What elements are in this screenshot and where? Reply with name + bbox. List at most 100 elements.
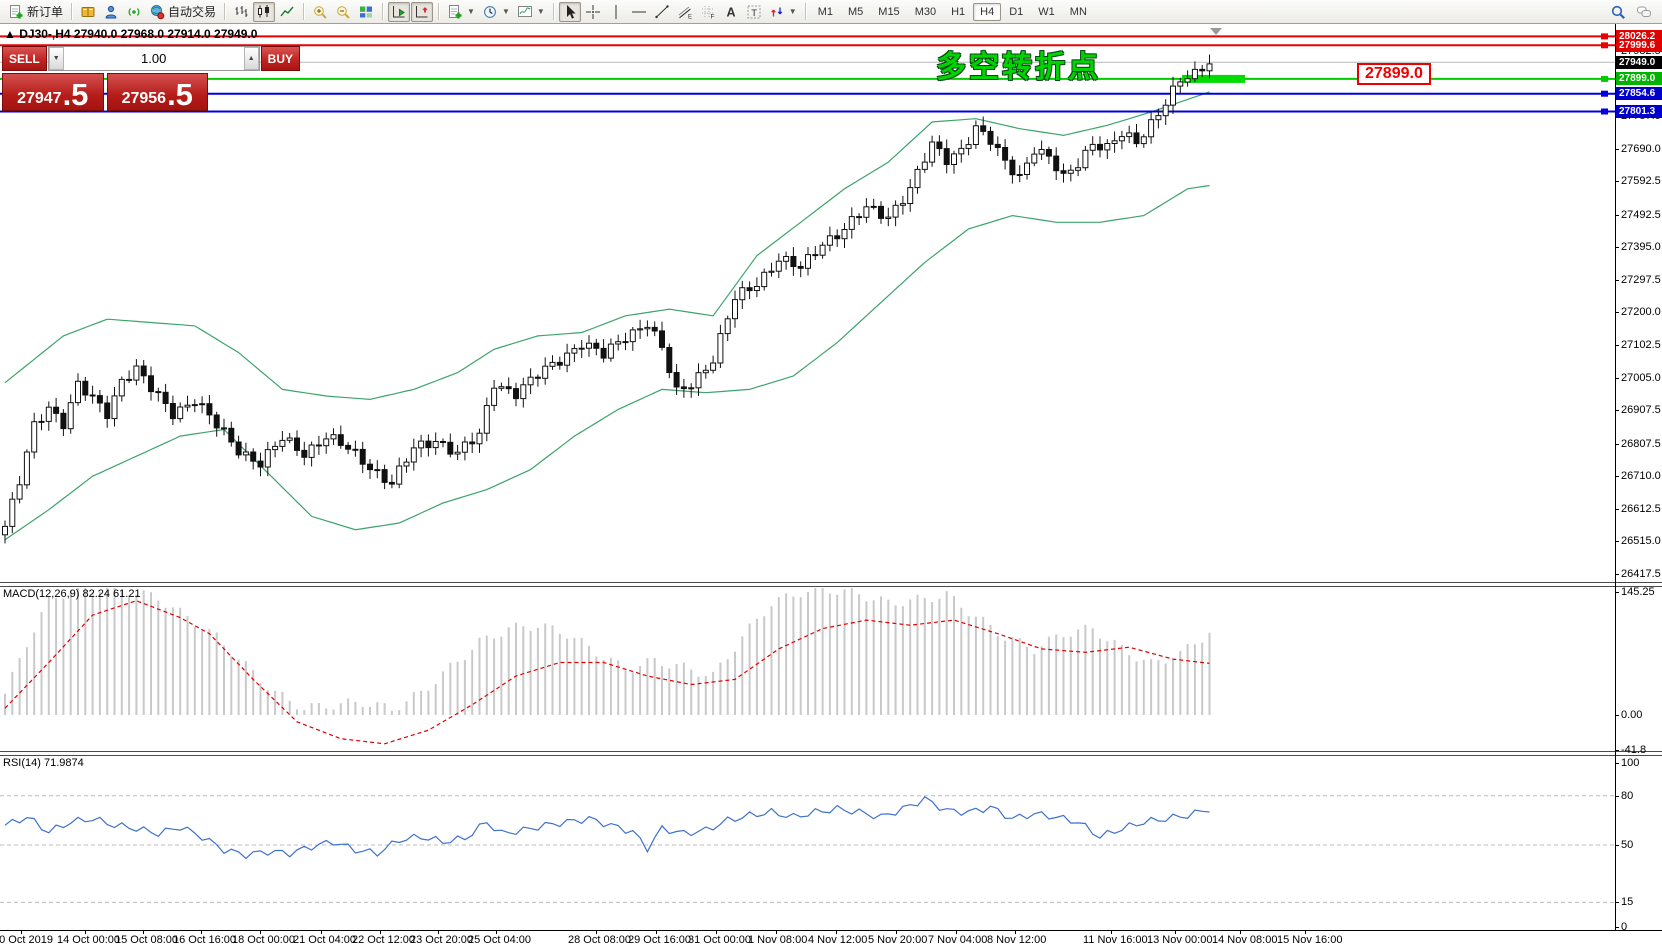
channel-button[interactable]: E	[674, 2, 696, 22]
cursor-button[interactable]	[558, 1, 581, 22]
chart-shift-marker-icon[interactable]	[1210, 28, 1222, 35]
timeframe-m15[interactable]: M15	[871, 3, 906, 21]
vline-button[interactable]	[605, 2, 627, 22]
axis-tick	[1615, 509, 1619, 510]
periods-button[interactable]: ▼	[479, 2, 513, 22]
time-tick-label: 10 Oct 2019	[0, 934, 53, 946]
auto-scroll-button[interactable]	[388, 1, 411, 22]
time-tick-label: 16 Oct 16:00	[173, 934, 236, 946]
axis-tick	[1615, 574, 1619, 575]
timeframe-h1[interactable]: H1	[944, 3, 972, 21]
price-tick-label: 26515.0	[1621, 535, 1661, 547]
time-tick-label: 22 Oct 12:00	[352, 934, 415, 946]
search-button[interactable]	[1607, 2, 1629, 22]
time-tick-label: 29 Oct 16:00	[628, 934, 691, 946]
hline-handle[interactable]	[1601, 90, 1608, 97]
rsi-panel-canvas[interactable]	[0, 755, 1615, 930]
main-chart-canvas[interactable]	[0, 24, 1615, 582]
axis-tick	[1615, 763, 1619, 764]
text-button[interactable]: A	[720, 2, 742, 22]
person-icon	[105, 5, 117, 18]
axis-tick	[1615, 410, 1619, 411]
timeframe-m1[interactable]: M1	[811, 3, 840, 21]
dropdown-arrow-icon: ▼	[788, 7, 797, 16]
hline-button[interactable]	[628, 2, 650, 22]
price-annotation-box[interactable]: 27899.0	[1357, 63, 1431, 85]
hline-handle[interactable]	[1601, 75, 1608, 82]
sell-price-fraction: .5	[62, 77, 89, 113]
timeframe-w1[interactable]: W1	[1031, 3, 1062, 21]
auto-scroll-icon	[393, 5, 405, 17]
axis-tick	[1615, 181, 1619, 182]
volume-decrease-button[interactable]: ▼	[48, 47, 64, 70]
timeframe-m5[interactable]: M5	[841, 3, 870, 21]
profiles-button[interactable]	[100, 2, 122, 22]
one-click-trade-panel: SELL ▼ ▲ BUY 27947 .5 27956 .5	[2, 46, 301, 111]
chart-shift-button[interactable]	[411, 1, 434, 22]
time-tick-label: 1 Nov 08:00	[748, 934, 808, 946]
green-zone-object[interactable]	[1182, 74, 1245, 83]
time-tick	[85, 931, 86, 934]
rsi-tick-label: 100	[1621, 757, 1640, 769]
candle-chart-button[interactable]	[253, 1, 276, 22]
time-tick-label: 31 Oct 00:00	[688, 934, 751, 946]
sell-price-display[interactable]: 27947 .5	[2, 73, 104, 111]
trade-panel-prices: 27947 .5 27956 .5	[2, 73, 208, 111]
toolbar-separator	[382, 3, 384, 20]
sell-button[interactable]: SELL	[2, 46, 47, 71]
volume-increase-button[interactable]: ▲	[243, 47, 259, 70]
fibonacci-button[interactable]: F	[697, 2, 719, 22]
time-tick	[1240, 931, 1241, 934]
timeframe-d1[interactable]: D1	[1002, 3, 1030, 21]
new-order-button-label: 新订单	[27, 5, 64, 19]
axis-tick	[1615, 312, 1619, 313]
line-chart-button[interactable]	[276, 2, 298, 22]
crosshair-button[interactable]	[582, 2, 604, 22]
svg-text:A: A	[726, 5, 735, 19]
upper-band-line	[4, 91, 1210, 401]
axis-tick	[1615, 247, 1619, 248]
hline-handle[interactable]	[1601, 33, 1608, 40]
macd-panel-canvas[interactable]	[0, 586, 1615, 750]
tile-windows-button[interactable]	[355, 2, 377, 22]
new-order-button[interactable]: 新订单	[5, 2, 66, 22]
zoom-out-button[interactable]	[332, 2, 354, 22]
timeframe-m30[interactable]: M30	[908, 3, 943, 21]
timeframe-mn[interactable]: MN	[1063, 3, 1094, 21]
timeframe-h4[interactable]: H4	[973, 2, 1002, 21]
autotrading-button-label: 自动交易	[168, 5, 217, 19]
templates-button[interactable]: ▼	[514, 2, 548, 22]
volume-input[interactable]	[63, 47, 244, 70]
macd-tick-label: 0.00	[1621, 709, 1643, 721]
hline-handle[interactable]	[1601, 108, 1608, 115]
chart-annotation-text[interactable]: 多空转折点	[936, 51, 1101, 84]
axis-tick	[1615, 715, 1619, 716]
toolbar-group: 新订单	[3, 2, 68, 22]
signals-button[interactable]	[123, 2, 145, 22]
toolbar-separator	[71, 3, 73, 20]
panel-separator[interactable]	[0, 751, 1662, 756]
buy-button[interactable]: BUY	[260, 46, 301, 71]
zoom-in-button[interactable]	[309, 2, 331, 22]
marketwatch-button[interactable]	[77, 2, 99, 22]
bars-icon	[235, 5, 248, 17]
trendline-button[interactable]	[651, 2, 673, 22]
axis-tick	[1615, 902, 1619, 903]
time-tick-label: 14 Nov 08:00	[1212, 934, 1278, 946]
chat-button[interactable]	[1633, 2, 1655, 22]
autotrading-button[interactable]: 自动交易	[146, 2, 219, 22]
label-button[interactable]: T	[743, 2, 765, 22]
chart-shift-icon	[416, 5, 428, 17]
arrows-button[interactable]: ▼	[766, 2, 800, 22]
vline-icon	[615, 4, 617, 19]
globe-red-icon	[151, 4, 165, 19]
channel-e-icon: E	[678, 6, 692, 20]
bar-chart-button[interactable]	[230, 2, 252, 22]
svg-text:F: F	[710, 13, 714, 20]
panel-separator[interactable]	[0, 582, 1662, 587]
new-chart-button[interactable]: ▼	[444, 2, 478, 22]
buy-price-display[interactable]: 27956 .5	[106, 73, 208, 111]
toolbar-group: E F A T ▼	[557, 1, 802, 22]
hline-handle[interactable]	[1601, 42, 1608, 49]
